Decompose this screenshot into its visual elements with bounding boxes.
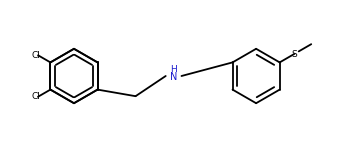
Text: Cl: Cl bbox=[32, 92, 41, 101]
Text: H: H bbox=[170, 65, 177, 74]
Text: S: S bbox=[291, 50, 297, 59]
Text: Cl: Cl bbox=[32, 51, 41, 60]
Text: N: N bbox=[170, 72, 177, 82]
